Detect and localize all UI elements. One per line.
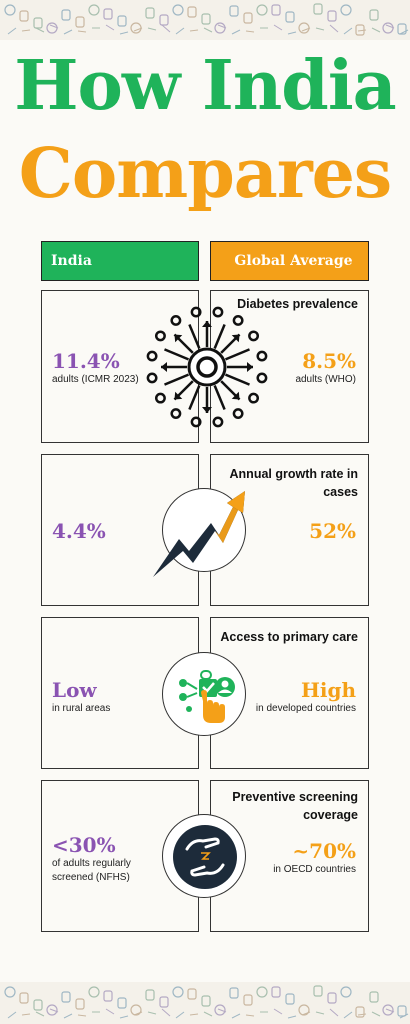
india-card-screening: <30% of adults regularly screened (NFHS) xyxy=(41,780,199,932)
hands-care-icon xyxy=(162,814,246,898)
touch-access-icon xyxy=(162,652,246,736)
india-value: <30% xyxy=(52,833,116,857)
trend-up-arrow-icon xyxy=(153,488,246,577)
india-subtext: of adults regularly screened (NFHS) xyxy=(52,858,131,883)
page-title-line2: Compares xyxy=(18,134,392,214)
metric-label: Diabetes prevalence xyxy=(237,297,358,311)
virus-radial-icon xyxy=(143,303,271,431)
global-subtext: in OECD countries xyxy=(273,864,356,875)
india-value: 4.4% xyxy=(52,519,106,543)
global-value: 52% xyxy=(309,519,356,543)
decorative-pattern-bottom xyxy=(0,982,410,1024)
india-subtext: in rural areas xyxy=(52,703,111,714)
india-column-header: India xyxy=(41,241,199,281)
global-value: ~70% xyxy=(292,839,356,863)
decorative-pattern-top xyxy=(0,0,410,40)
metric-label: Preventive screening coverage xyxy=(232,790,358,822)
global-subtext: adults (WHO) xyxy=(295,374,356,385)
global-value: High xyxy=(300,678,356,702)
global-value: 8.5% xyxy=(302,349,356,373)
india-value: 11.4% xyxy=(52,349,120,373)
metric-label: Annual growth rate in cases xyxy=(229,467,358,499)
page-title-line1: How India xyxy=(14,46,397,126)
india-value: Low xyxy=(52,678,97,702)
india-subtext: adults (ICMR 2023) xyxy=(52,374,139,385)
global-column-header: Global Average xyxy=(210,241,369,281)
metric-label: Access to primary care xyxy=(220,630,358,644)
global-subtext: in developed countries xyxy=(255,703,356,714)
global-card-growth: Annual growth rate in cases 52% xyxy=(210,454,369,606)
